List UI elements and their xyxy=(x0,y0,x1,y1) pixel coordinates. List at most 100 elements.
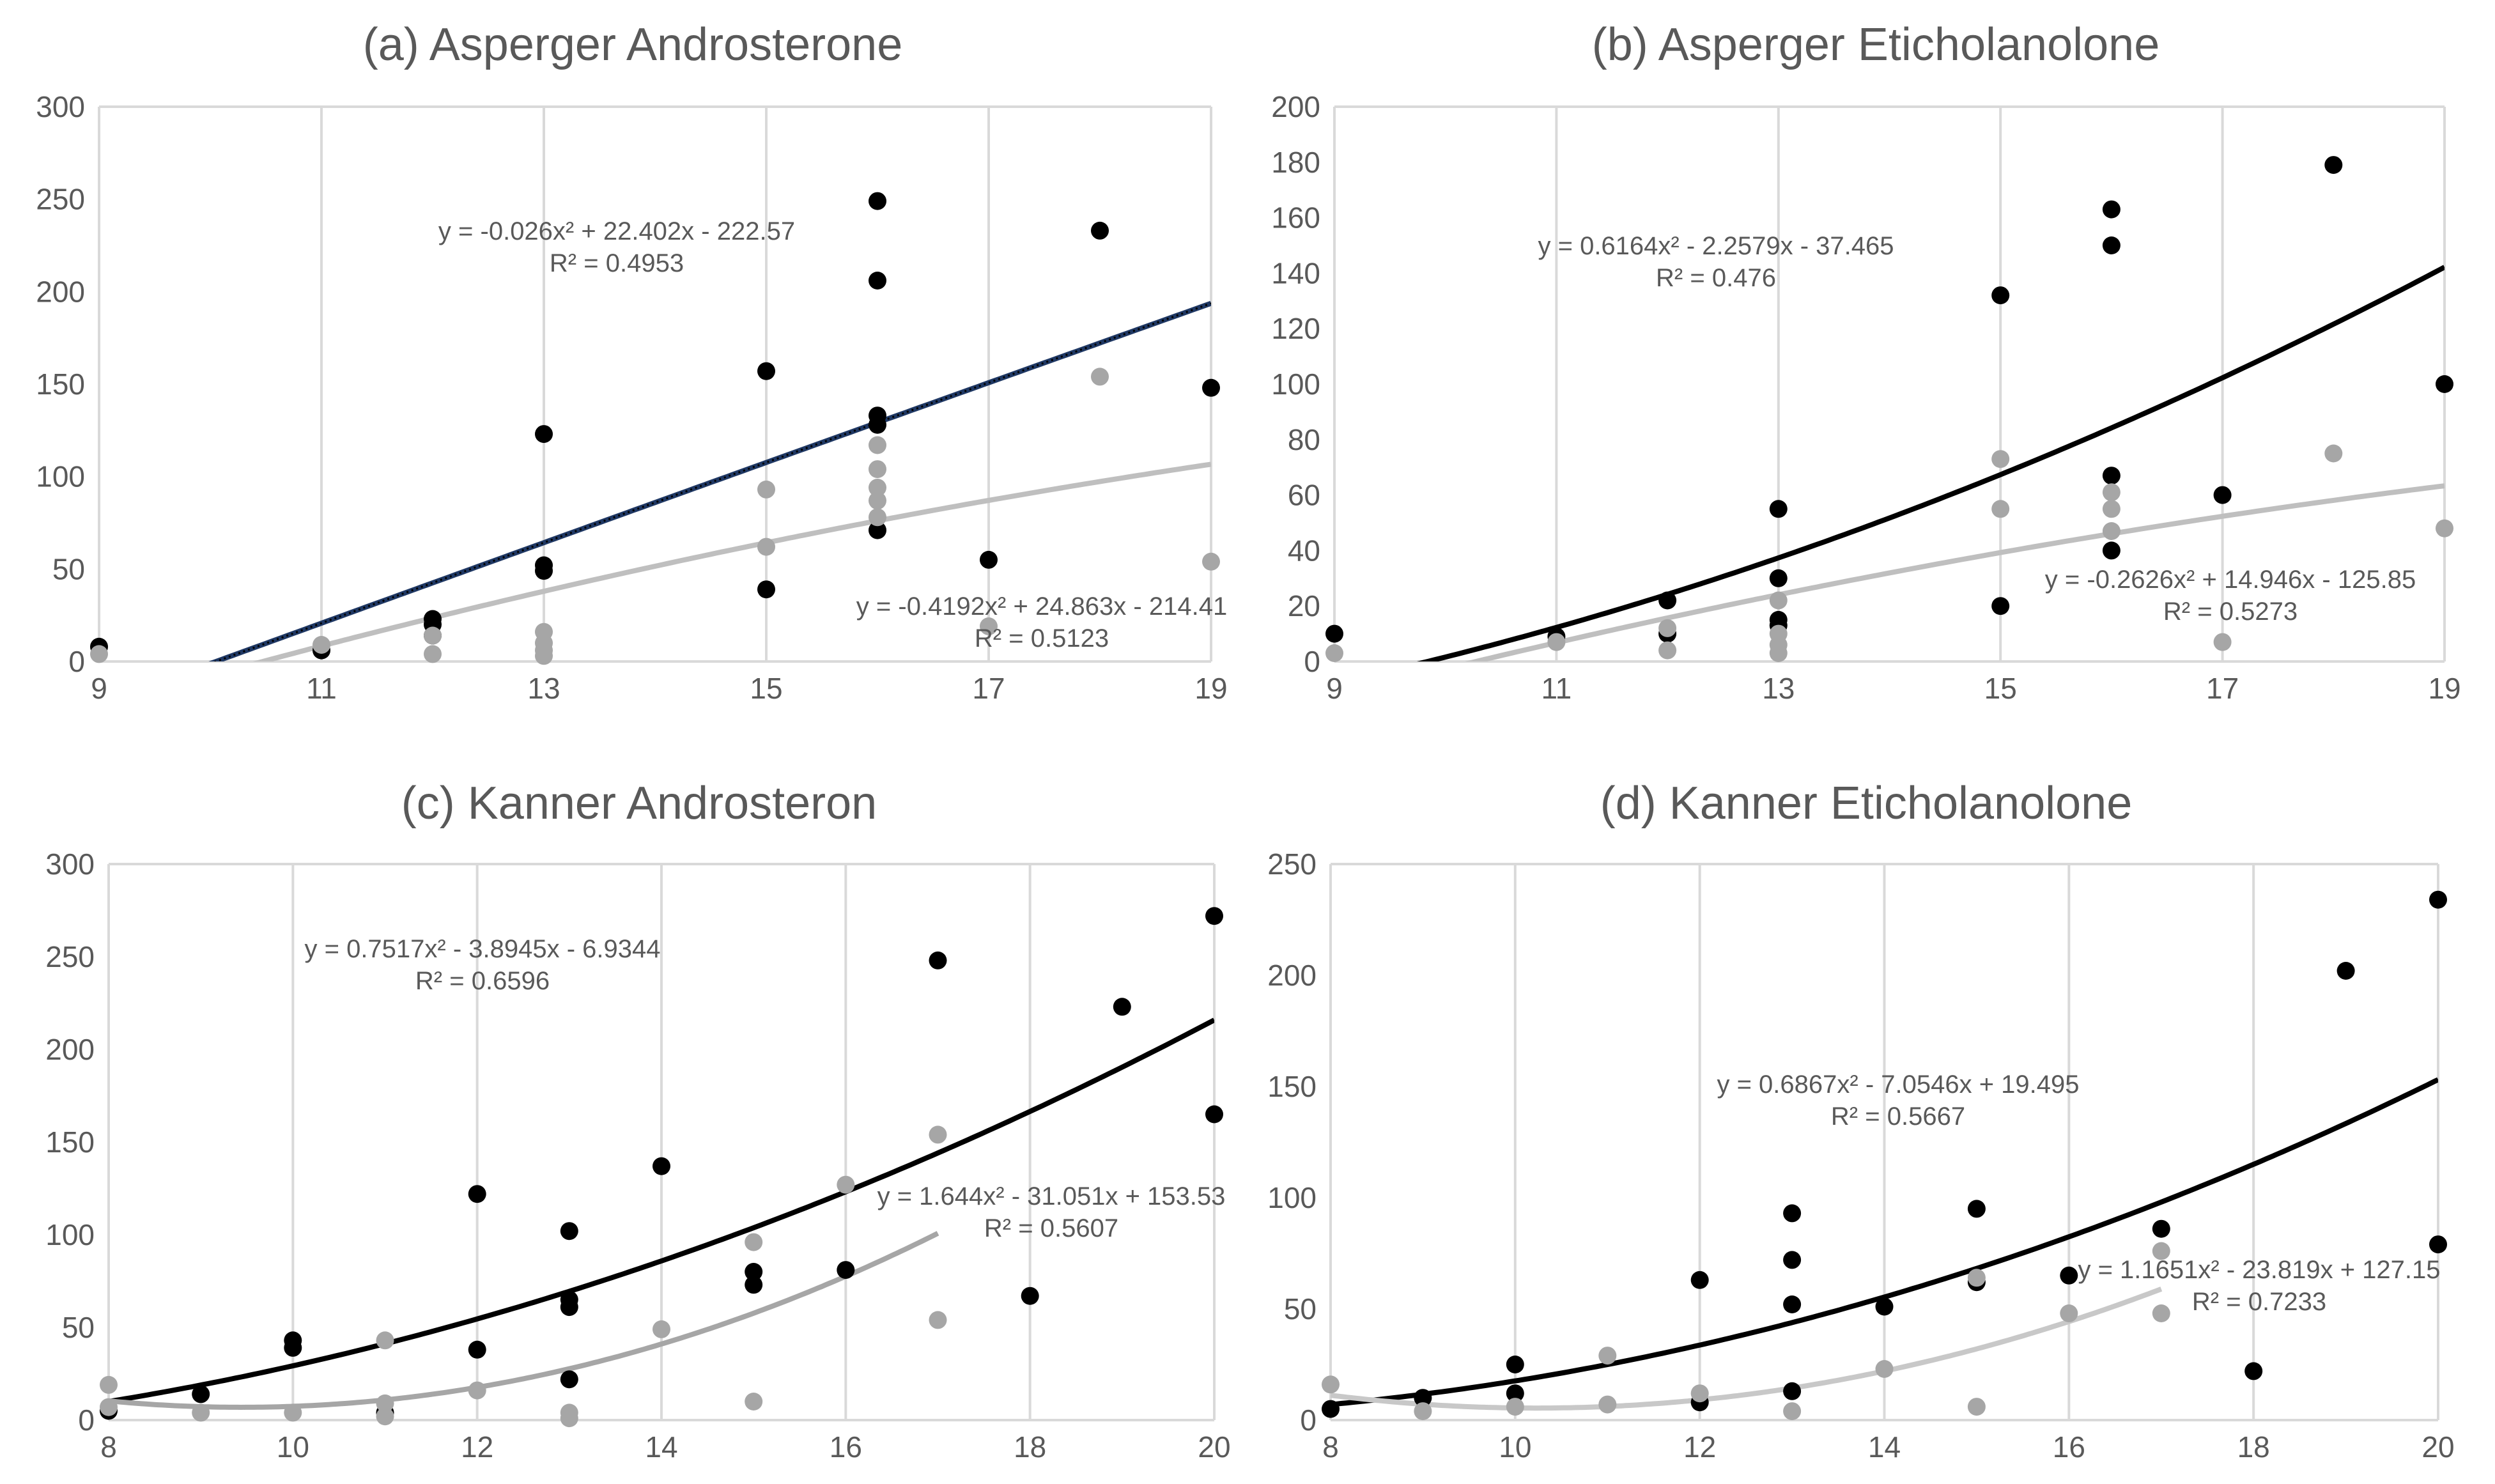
data-point-series-2 xyxy=(1506,1398,1524,1416)
data-point-series-2 xyxy=(192,1403,210,1422)
data-point-series-2 xyxy=(745,1233,763,1251)
x-tick-label: 8 xyxy=(1322,1430,1339,1464)
data-point-series-2 xyxy=(424,645,442,663)
y-tick-label: 250 xyxy=(1267,847,1317,881)
data-point-series-1 xyxy=(2337,962,2355,980)
chart-title: (c) Kanner Androsteron xyxy=(401,778,877,829)
data-point-series-1 xyxy=(1783,1382,1802,1400)
data-point-series-1 xyxy=(1322,1400,1340,1418)
data-point-series-1 xyxy=(1783,1204,1802,1223)
chart-panel-1: (a) Asperger Androsterone 9 11 13 15 17 19 0 50 1… xyxy=(36,19,1227,705)
data-point-series-1 xyxy=(757,362,775,380)
data-point-series-2 xyxy=(424,626,442,645)
y-tick-label: 150 xyxy=(36,367,85,401)
data-point-series-2 xyxy=(1967,1269,1986,1287)
y-tick-label: 300 xyxy=(45,847,95,881)
y-tick-label: 100 xyxy=(1267,1181,1317,1214)
y-tick-label: 140 xyxy=(1271,256,1320,290)
data-point-series-1 xyxy=(1769,569,1788,587)
data-point-series-1 xyxy=(2324,156,2343,174)
trendline-2 xyxy=(1465,483,2445,661)
data-point-series-1 xyxy=(2244,1362,2263,1380)
x-tick-label: 17 xyxy=(972,672,1005,705)
data-point-series-2 xyxy=(1991,450,2010,468)
data-point-series-1 xyxy=(1113,998,1131,1016)
data-point-series-1 xyxy=(1875,1297,1894,1316)
data-point-series-2 xyxy=(2102,522,2120,540)
x-tick-label: 9 xyxy=(91,672,107,705)
y-tick-label: 50 xyxy=(62,1311,95,1344)
y-tick-label: 150 xyxy=(45,1125,95,1159)
data-point-series-2 xyxy=(1690,1384,1709,1403)
data-point-series-2 xyxy=(1598,1347,1617,1365)
data-point-series-2 xyxy=(560,1409,578,1428)
data-point-series-2 xyxy=(929,1125,947,1144)
data-point-series-1 xyxy=(745,1263,763,1281)
data-point-series-1 xyxy=(284,1338,302,1357)
data-point-series-2 xyxy=(869,460,886,479)
y-tick-label: 0 xyxy=(68,645,85,678)
data-point-series-1 xyxy=(2102,541,2120,560)
x-tick-label: 14 xyxy=(645,1430,677,1464)
data-point-series-1 xyxy=(1967,1200,1986,1218)
data-point-series-1 xyxy=(1769,500,1788,518)
trendline-r-squared: R² = 0.4953 xyxy=(550,249,684,277)
data-point-series-2 xyxy=(1658,641,1677,660)
data-point-series-1 xyxy=(560,1222,578,1241)
y-tick-label: 250 xyxy=(45,940,95,973)
data-point-series-1 xyxy=(653,1157,670,1175)
trendline-2 xyxy=(109,1231,939,1411)
data-point-series-2 xyxy=(757,537,775,556)
trendline-r-squared: R² = 0.476 xyxy=(1656,264,1776,292)
data-point-series-2 xyxy=(869,479,886,497)
y-tick-label: 200 xyxy=(1267,959,1317,992)
data-point-series-2 xyxy=(1322,1375,1340,1394)
chart-panel-2: (b) Asperger Eticholanolone 9 11 13 15 17 19 0 2… xyxy=(1271,19,2460,705)
data-point-series-2 xyxy=(376,1331,394,1350)
x-tick-label: 13 xyxy=(527,672,560,705)
trendline-1 xyxy=(208,300,1211,661)
data-point-series-1 xyxy=(1506,1384,1524,1403)
data-point-series-1 xyxy=(1091,221,1109,240)
trendline-2 xyxy=(252,461,1211,661)
trendline-equation: y = 0.6867x² - 7.0546x + 19.495 xyxy=(1717,1070,2079,1099)
y-tick-label: 180 xyxy=(1271,146,1320,179)
data-point-series-1 xyxy=(468,1340,486,1359)
x-tick-label: 20 xyxy=(1198,1430,1230,1464)
trendline-r-squared: R² = 0.5607 xyxy=(984,1214,1118,1242)
data-point-series-2 xyxy=(376,1407,394,1426)
data-point-series-2 xyxy=(2324,444,2343,463)
data-point-series-1 xyxy=(869,272,886,290)
y-tick-label: 50 xyxy=(52,552,85,585)
data-point-series-1 xyxy=(2102,467,2120,485)
x-tick-label: 15 xyxy=(1984,672,2017,705)
data-point-series-1 xyxy=(980,550,998,569)
data-point-series-2 xyxy=(1769,591,1788,610)
chart-title: (b) Asperger Eticholanolone xyxy=(1592,19,2160,70)
data-point-series-2 xyxy=(1547,633,1566,651)
data-point-series-1 xyxy=(2102,200,2120,219)
data-point-series-1 xyxy=(869,415,886,434)
y-tick-label: 0 xyxy=(78,1403,95,1437)
x-tick-label: 10 xyxy=(1499,1430,1531,1464)
x-tick-label: 12 xyxy=(461,1430,493,1464)
data-point-series-2 xyxy=(284,1403,302,1422)
x-tick-label: 8 xyxy=(100,1430,117,1464)
trendline-r-squared: R² = 0.5273 xyxy=(2163,598,2298,626)
y-tick-label: 250 xyxy=(36,183,85,216)
y-tick-label: 0 xyxy=(1300,1403,1317,1437)
trendline-r-squared: R² = 0.5667 xyxy=(1831,1102,1965,1131)
trendline-r-squared: R² = 0.5123 xyxy=(975,624,1109,653)
data-point-series-1 xyxy=(560,1298,578,1317)
y-tick-label: 300 xyxy=(36,90,85,123)
y-tick-label: 160 xyxy=(1271,201,1320,235)
y-tick-label: 200 xyxy=(36,275,85,308)
data-point-series-2 xyxy=(1783,1402,1802,1421)
data-point-series-1 xyxy=(1205,907,1223,925)
data-point-series-1 xyxy=(1506,1356,1524,1373)
data-point-series-1 xyxy=(1202,378,1220,397)
y-tick-label: 0 xyxy=(1304,645,1320,678)
data-point-series-1 xyxy=(1021,1287,1039,1305)
x-tick-label: 9 xyxy=(1326,672,1343,705)
